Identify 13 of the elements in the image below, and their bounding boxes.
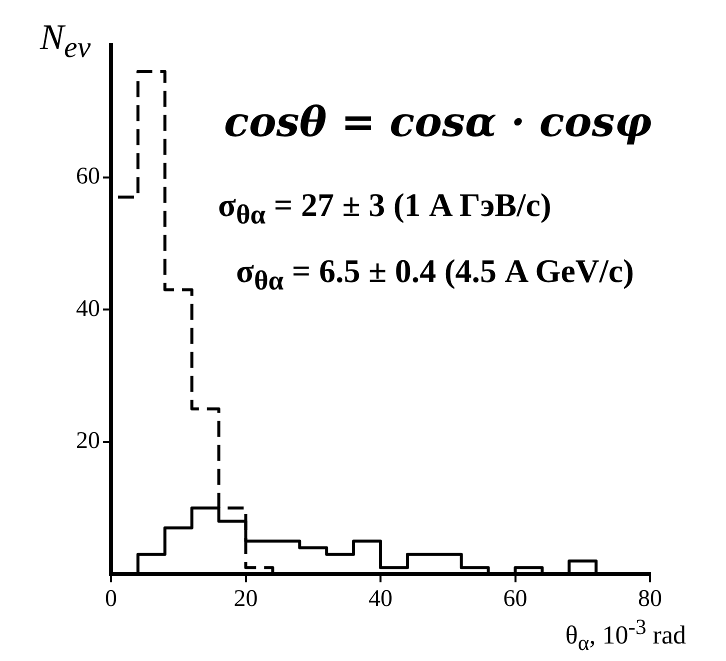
x-axis-title: θ$_{α}$, 10$^{-3}$ rad bbox=[565, 615, 686, 656]
x-tick-label: 60 bbox=[503, 586, 528, 612]
x-tick-label: 80 bbox=[638, 586, 662, 612]
annotation: cosθ = cosα · cosφ bbox=[224, 98, 652, 146]
y-axis-title: N$_{ev}$ bbox=[40, 16, 91, 66]
x-tick-label: 20 bbox=[234, 586, 258, 612]
annotation: σ$_{θα}$ = 27 ± 3 (1 A ГэВ/c) bbox=[218, 188, 552, 231]
annotation: σ$_{θα}$ = 6.5 ± 0.4 (4.5 A GeV/c) bbox=[236, 254, 634, 297]
x-tick-label: 0 bbox=[105, 586, 117, 612]
x-tick-label: 40 bbox=[368, 586, 392, 612]
y-tick-label: 20 bbox=[76, 428, 100, 454]
y-tick-label: 60 bbox=[76, 164, 100, 190]
y-tick-label: 40 bbox=[76, 296, 100, 322]
